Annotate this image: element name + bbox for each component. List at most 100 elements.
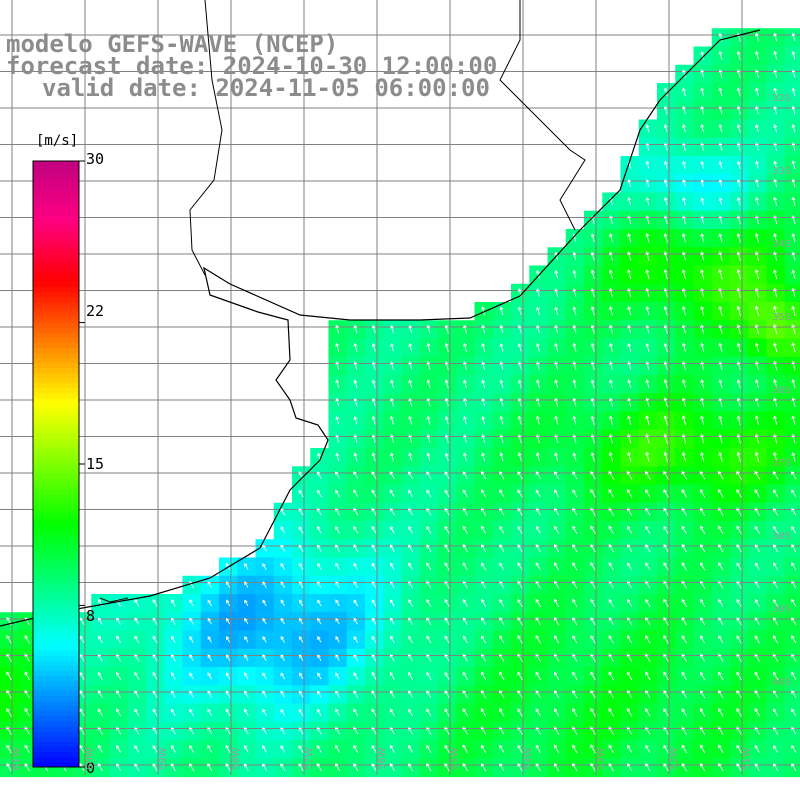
wind-arrow	[499, 452, 504, 462]
wind-arrow	[791, 562, 797, 571]
wind-arrow	[371, 544, 377, 552]
wind-arrow	[791, 160, 796, 170]
wind-arrow	[608, 671, 614, 681]
wind-arrow	[171, 672, 176, 680]
wind-arrow	[754, 451, 760, 462]
wind-arrow	[773, 232, 778, 243]
wind-arrow	[371, 507, 377, 516]
wind-arrow	[444, 690, 450, 699]
wind-arrow	[699, 543, 706, 553]
wind-arrow	[317, 617, 322, 625]
wind-arrow	[480, 762, 487, 772]
wind-arrow	[499, 306, 504, 316]
wind-arrow	[608, 762, 614, 772]
wind-arrow	[645, 342, 650, 352]
wind-arrow	[590, 562, 596, 571]
wind-arrow	[699, 689, 706, 699]
wind-arrow	[371, 562, 377, 571]
wind-arrow	[736, 470, 742, 480]
colorbar-segment	[33, 681, 79, 687]
wind-arrow	[171, 617, 176, 625]
wind-arrow	[24, 689, 30, 699]
lon-label-53w: 53W	[596, 747, 607, 770]
wind-cell	[784, 192, 800, 212]
colorbar-segment	[33, 565, 79, 571]
wind-arrow	[353, 434, 358, 443]
wind-arrow	[517, 470, 523, 480]
wind-arrow	[554, 269, 559, 279]
wind-arrow	[152, 726, 158, 735]
wind-arrow	[371, 324, 376, 334]
wind-arrow	[791, 544, 797, 553]
wind-arrow	[590, 762, 596, 772]
colorbar-segment	[33, 600, 79, 606]
wind-arrow	[755, 142, 759, 151]
wind-arrow	[408, 598, 413, 607]
wind-arrow	[791, 744, 797, 753]
wind-arrow	[97, 726, 103, 735]
wind-arrow	[244, 690, 249, 698]
wind-arrow	[335, 599, 340, 607]
wind-cell	[784, 411, 800, 431]
wind-arrow	[718, 507, 724, 516]
wind-arrow	[663, 87, 668, 97]
wind-arrow	[553, 744, 560, 754]
wind-arrow	[535, 397, 540, 407]
wind-arrow	[481, 361, 486, 370]
wind-arrow	[371, 653, 377, 662]
wind-cell	[784, 210, 800, 230]
wind-arrow	[590, 744, 596, 754]
wind-arrow	[736, 580, 742, 589]
wind-arrow	[462, 708, 468, 717]
wind-arrow	[681, 543, 687, 553]
lat-label-39s: 39S	[772, 604, 792, 615]
wind-arrow	[645, 507, 651, 516]
wind-arrow	[608, 269, 613, 280]
wind-arrow	[645, 562, 651, 571]
wind-arrow	[590, 598, 596, 607]
country-border	[499, 0, 586, 231]
wind-arrow	[736, 142, 741, 151]
wind-arrow	[645, 196, 650, 206]
lon-label-51w: 51W	[742, 747, 753, 770]
wind-arrow	[499, 598, 505, 607]
wind-arrow	[97, 708, 103, 717]
wind-arrow	[682, 197, 686, 206]
wind-arrow	[663, 342, 668, 352]
wind-arrow	[517, 708, 523, 717]
wind-arrow	[554, 433, 559, 444]
wind-arrow	[718, 123, 723, 133]
wind-arrow	[517, 744, 523, 754]
wind-arrow	[572, 653, 578, 662]
wind-arrow	[590, 543, 596, 553]
wind-arrow	[627, 342, 632, 352]
wind-arrow	[718, 69, 723, 79]
wind-arrow	[353, 397, 358, 407]
wind-arrow	[736, 762, 742, 772]
wind-arrow	[444, 598, 450, 607]
wind-cell	[784, 667, 800, 686]
wind-arrow	[444, 360, 449, 371]
colorbar-segment	[33, 352, 79, 359]
wind-arrow	[371, 452, 376, 462]
colorbar-segment	[33, 479, 79, 485]
wind-arrow	[298, 672, 304, 680]
wind-arrow	[608, 598, 614, 607]
wind-arrow	[426, 379, 431, 389]
wind-arrow	[681, 726, 687, 735]
wind-arrow	[280, 599, 285, 607]
colorbar-segment	[33, 756, 79, 763]
wind-arrow	[755, 160, 759, 169]
wind-arrow	[627, 214, 632, 225]
wind-arrow	[170, 708, 176, 717]
colorbar-segment	[33, 166, 79, 172]
wind-arrow	[663, 105, 668, 115]
wind-arrow	[663, 744, 669, 754]
wind-arrow	[608, 470, 615, 480]
wind-arrow	[681, 653, 687, 662]
wind-arrow	[444, 708, 450, 717]
wind-arrow	[682, 215, 686, 224]
wind-arrow	[353, 654, 359, 662]
wind-arrow	[408, 342, 413, 352]
